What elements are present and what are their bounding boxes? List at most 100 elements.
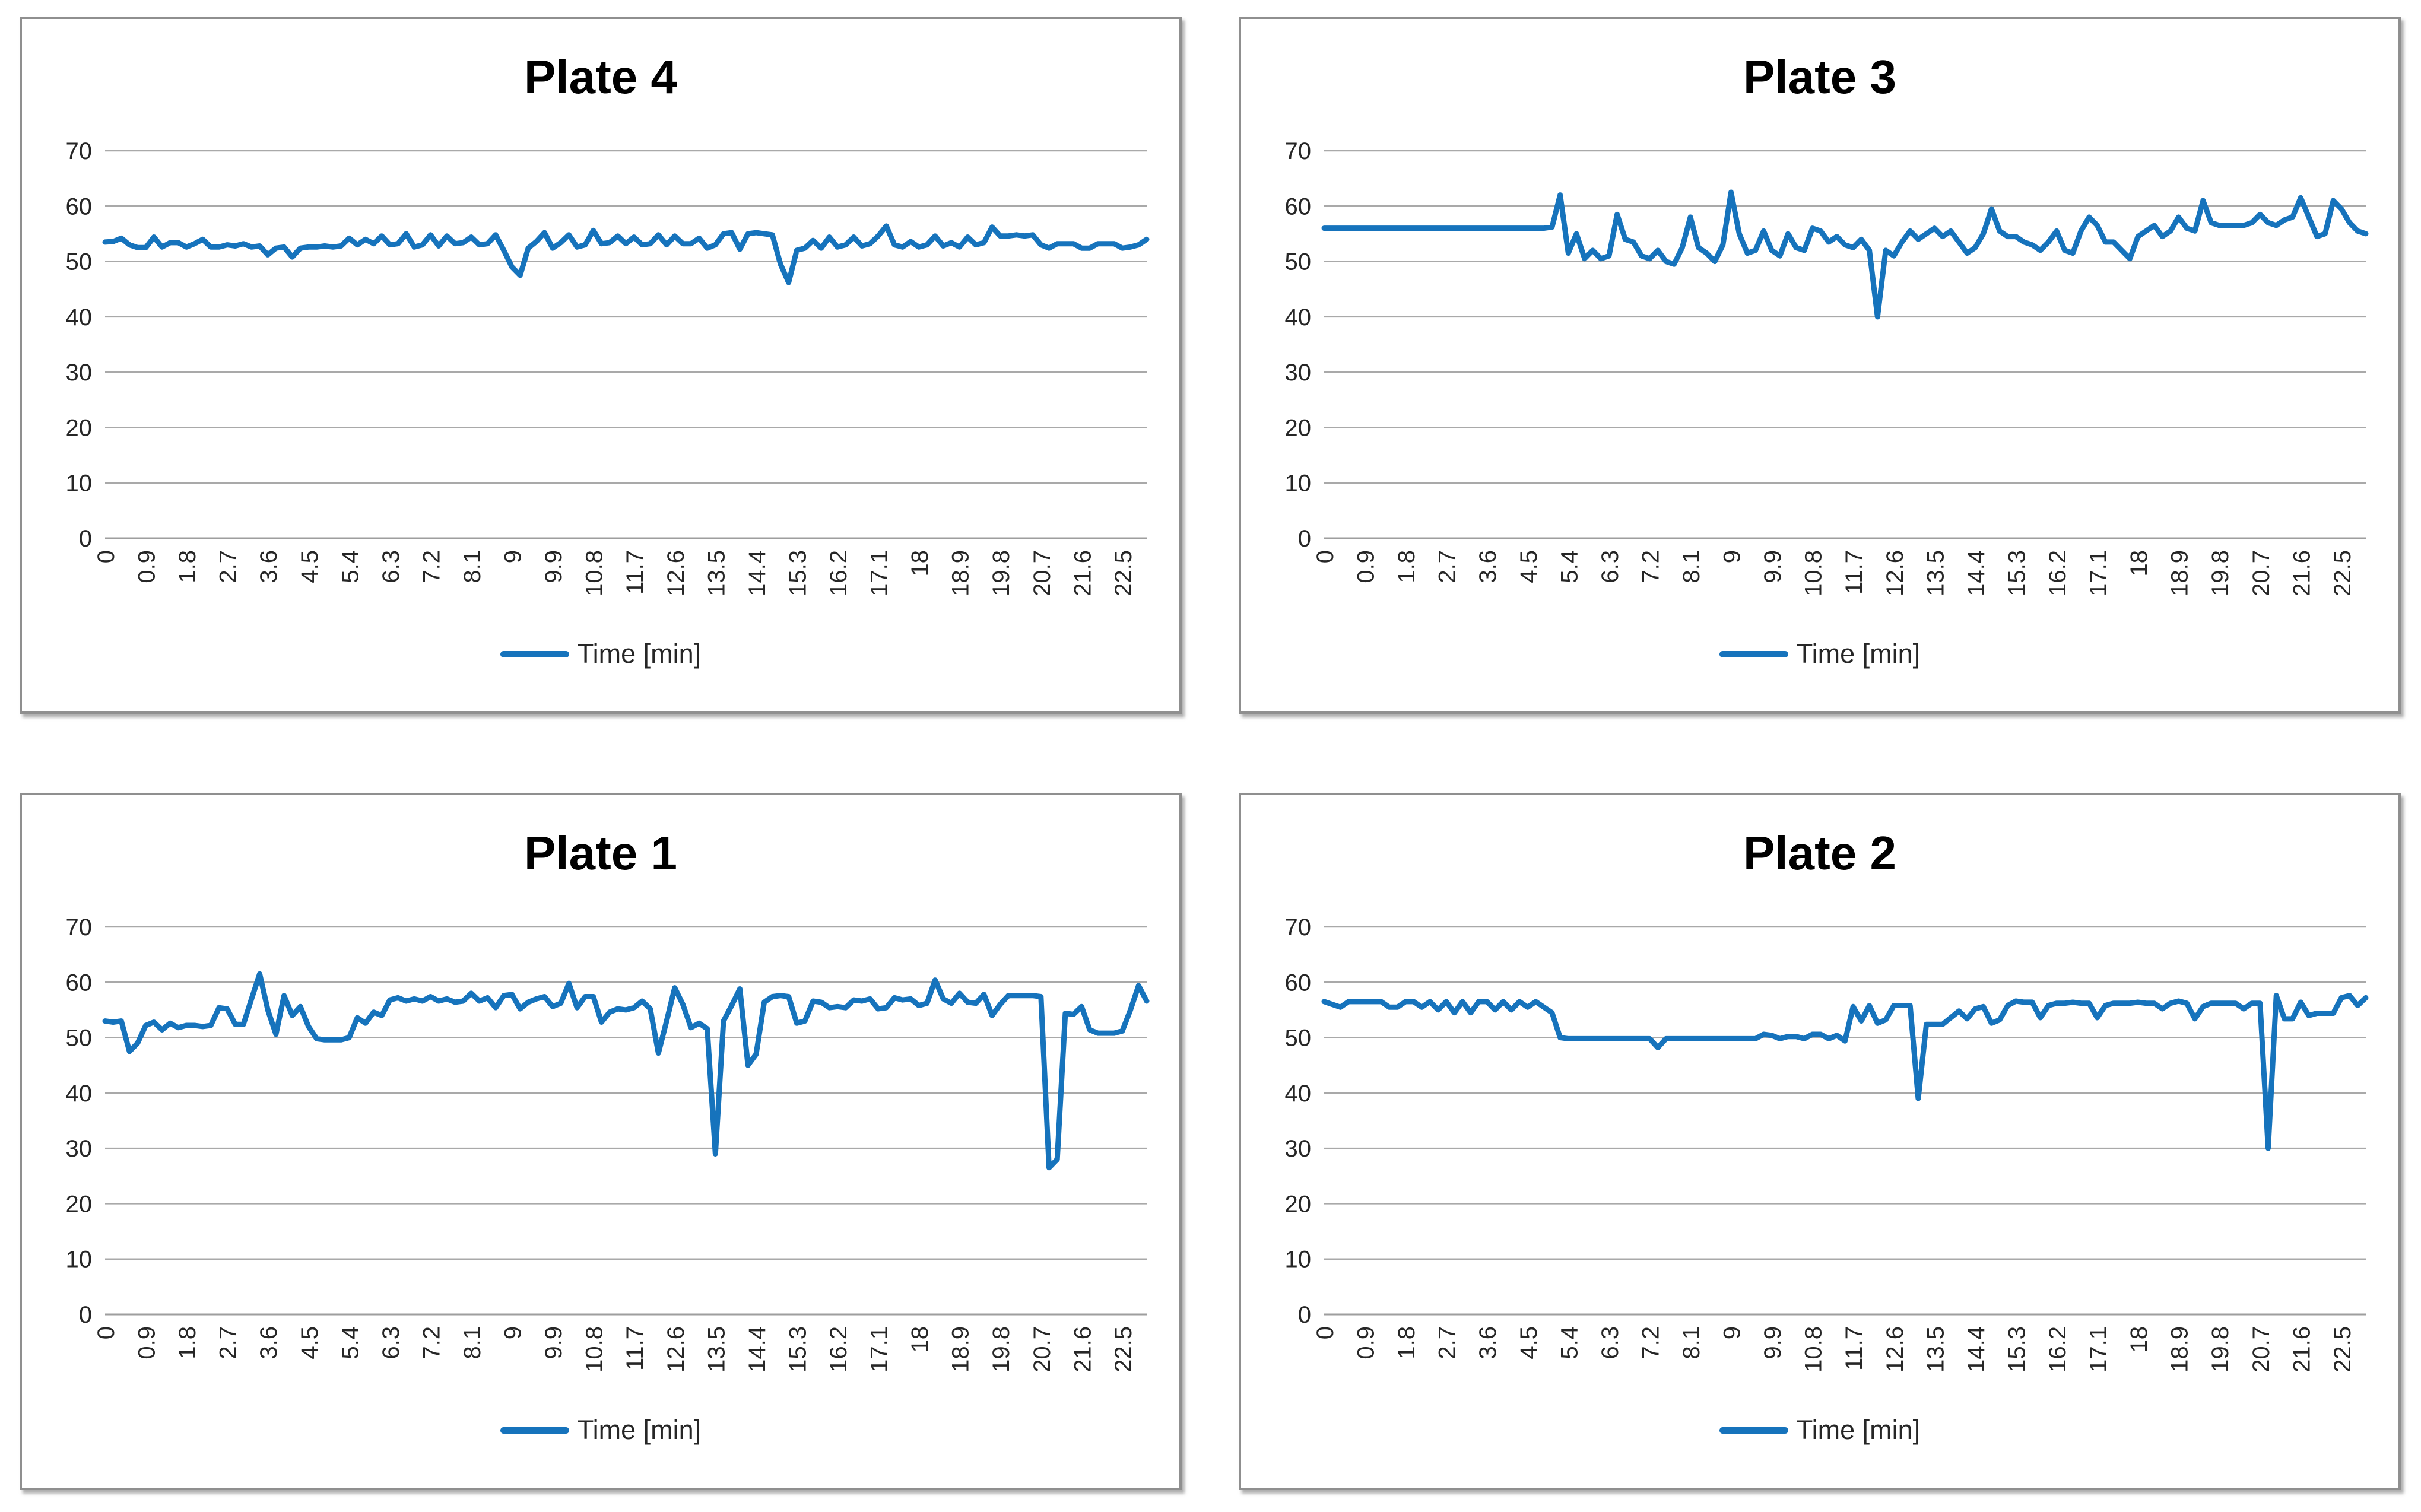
x-tick-label: 12.6: [1882, 550, 1908, 596]
y-tick-label: 0: [79, 526, 92, 552]
y-tick-label: 30: [1285, 1136, 1312, 1162]
x-tick-label: 17.1: [867, 1326, 893, 1373]
x-tick-label: 8.1: [459, 1326, 486, 1359]
legend-label: Time [min]: [577, 639, 702, 669]
plate-1-legend: Time [min]: [22, 1412, 1179, 1448]
x-tick-label: 20.7: [2248, 550, 2274, 596]
x-tick-label: 22.5: [1110, 1326, 1137, 1373]
y-tick-label: 0: [1298, 1302, 1311, 1328]
x-tick-label: 3.6: [256, 1326, 282, 1359]
y-tick-label: 50: [1285, 249, 1312, 275]
plate-3-plot-area: 0 10 20 30 40 50 60 70 0 0.9 1.8 2.7 3.6 4.5 5.4 6.3 7.2…: [1285, 138, 2369, 596]
time-series-line: [102, 223, 1150, 285]
x-tick-label: 11.7: [622, 550, 648, 595]
legend-line-swatch: [500, 650, 569, 657]
x-tick-label: 18.9: [948, 550, 974, 596]
x-tick-label: 16.2: [2045, 550, 2071, 596]
x-tick-label: 16.2: [2045, 1326, 2071, 1373]
y-tick-label: 60: [66, 970, 93, 996]
plate-2-title: Plate 2: [1743, 827, 1896, 879]
y-tick-label: 10: [66, 471, 93, 497]
y-tick-label: 60: [1285, 193, 1312, 220]
y-tick-label: 30: [66, 1136, 93, 1162]
x-tick-label: 2.7: [1435, 1326, 1461, 1359]
x-tick-label: 12.6: [663, 550, 689, 596]
x-tick-label: 12.6: [1882, 1326, 1908, 1373]
x-tick-label: 2.7: [1435, 550, 1461, 583]
y-tick-label: 10: [66, 1247, 93, 1273]
x-tick-label: 16.2: [826, 550, 852, 596]
x-tick-label: 21.6: [1070, 550, 1096, 596]
x-tick-label: 0: [93, 1326, 119, 1339]
x-tick-label: 19.8: [988, 550, 1014, 596]
y-tick-label: 70: [66, 138, 93, 164]
time-series-line: [1321, 993, 2369, 1151]
y-tick-label: 20: [66, 415, 93, 441]
x-tick-label: 9: [500, 550, 526, 563]
x-tick-label: 18: [907, 1326, 933, 1353]
x-tick-label: 9.9: [1760, 550, 1786, 583]
x-tick-label: 15.3: [2004, 1326, 2030, 1373]
x-tick-label: 19.8: [988, 1326, 1014, 1373]
x-tick-label: 6.3: [378, 1326, 404, 1359]
y-tick-label: 50: [66, 1025, 93, 1052]
legend-line-swatch: [1719, 1427, 1788, 1434]
x-tick-label: 6.3: [1597, 1326, 1623, 1359]
plate-4-plot-area: 0 10 20 30 40 50 60 70 0 0.9 1.8 2.7 3.6 4.5 5.4 6.3 7.2…: [66, 138, 1150, 596]
x-tick-label: 22.5: [2330, 550, 2356, 596]
x-tick-label: 20.7: [2248, 1326, 2274, 1373]
x-tick-label: 17.1: [2086, 550, 2112, 596]
x-tick-label: 2.7: [215, 550, 242, 583]
y-tick-label: 50: [1285, 1025, 1312, 1052]
x-tick-label: 0: [1312, 1326, 1338, 1339]
x-tick-label: 0: [1312, 550, 1338, 563]
x-tick-label: 11.7: [1841, 1326, 1867, 1371]
x-tick-label: 1.8: [1394, 1326, 1420, 1359]
x-tick-label: 11.7: [622, 1326, 648, 1371]
x-tick-label: 1.8: [174, 550, 201, 583]
y-tick-label: 60: [66, 193, 93, 220]
x-tick-label: 5.4: [1556, 1326, 1582, 1359]
x-tick-label: 3.6: [256, 550, 282, 583]
x-tick-label: 4.5: [1516, 1326, 1542, 1359]
x-tick-label: 20.7: [1029, 1326, 1055, 1373]
plate-4-legend: Time [min]: [22, 636, 1179, 672]
x-tick-label: 5.4: [337, 1326, 363, 1359]
x-tick-label: 13.5: [703, 1326, 729, 1373]
x-tick-label: 10.8: [1801, 1326, 1827, 1373]
x-tick-label: 8.1: [1678, 1326, 1705, 1359]
y-tick-label: 40: [1285, 304, 1312, 331]
x-tick-label: 15.3: [785, 1326, 811, 1373]
x-tick-label: 7.2: [418, 550, 445, 583]
x-tick-label: 17.1: [867, 550, 893, 596]
x-tick-label: 10.8: [582, 550, 608, 596]
x-tick-label: 2.7: [215, 1326, 242, 1359]
x-tick-label: 9.9: [541, 1326, 567, 1359]
y-tick-label: 20: [1285, 415, 1312, 441]
chart-panel-plate-2: 0 10 20 30 40 50 60 70 0 0.9 1.8 2.7 3.6 4.5 5.4 6.3 7.2…: [1239, 793, 2401, 1490]
legend-label: Time [min]: [1796, 639, 1921, 669]
x-tick-label: 13.5: [1922, 1326, 1949, 1373]
x-tick-label: 0.9: [1353, 1326, 1379, 1359]
x-tick-label: 1.8: [1394, 550, 1420, 583]
x-tick-label: 18: [2126, 550, 2152, 577]
y-tick-label: 70: [66, 914, 93, 941]
x-tick-label: 0.9: [134, 1326, 160, 1359]
y-tick-label: 70: [1285, 138, 1312, 164]
y-tick-label: 70: [1285, 914, 1312, 941]
x-tick-label: 22.5: [2330, 1326, 2356, 1373]
x-tick-label: 14.4: [744, 1326, 770, 1373]
x-tick-label: 8.1: [1678, 550, 1705, 583]
legend-line-swatch: [1719, 650, 1788, 657]
x-tick-label: 11.7: [1841, 550, 1867, 595]
x-tick-label: 7.2: [418, 1326, 445, 1359]
time-series-line: [102, 971, 1150, 1171]
x-tick-label: 9.9: [1760, 1326, 1786, 1359]
x-tick-label: 3.6: [1475, 550, 1501, 583]
x-tick-label: 6.3: [378, 550, 404, 583]
y-tick-label: 40: [66, 1081, 93, 1107]
x-tick-label: 13.5: [703, 550, 729, 596]
time-series-line: [1321, 189, 2369, 320]
x-tick-label: 5.4: [337, 550, 363, 583]
y-tick-label: 0: [79, 1302, 92, 1328]
